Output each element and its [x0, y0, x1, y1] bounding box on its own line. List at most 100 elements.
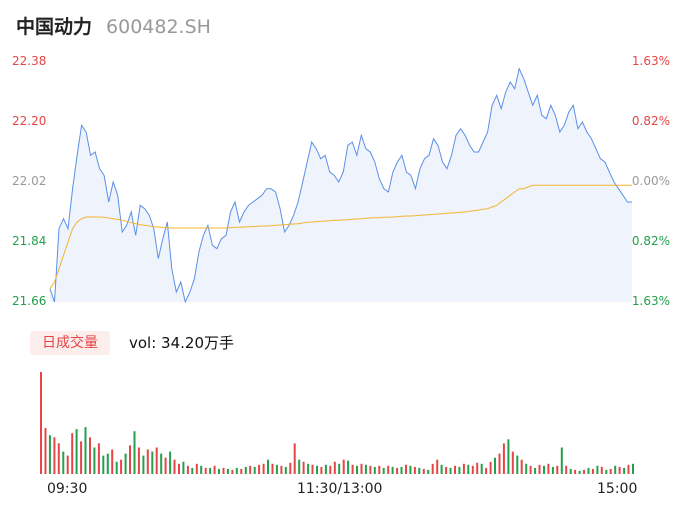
price-tick-label: 22.02 [12, 174, 47, 188]
volume-bar [80, 441, 83, 474]
volume-bar [556, 465, 559, 474]
volume-bar [409, 465, 412, 474]
volume-bar [498, 453, 501, 474]
volume-bar [596, 465, 599, 474]
percent-tick-label: -0.82% [627, 234, 670, 248]
volume-bar [538, 464, 541, 474]
volume-bar [200, 465, 203, 474]
volume-bar [560, 447, 563, 474]
avg-line [49, 184, 632, 289]
volume-bar [600, 466, 603, 474]
volume-bar [89, 437, 91, 474]
volume-bar [436, 459, 439, 474]
volume-bar [93, 447, 96, 474]
volume-bar [164, 457, 167, 474]
volume-bar [360, 463, 363, 474]
volume-bar [293, 443, 296, 474]
volume-bar [369, 465, 372, 474]
volume-bar [614, 465, 617, 474]
volume-bar [591, 468, 594, 474]
volume-bar [405, 464, 407, 474]
volume-bar [356, 465, 358, 474]
volume-bar [347, 460, 350, 474]
volume-bar [534, 467, 537, 474]
time-tick-label: 15:00 [597, 481, 638, 497]
volume-bar [280, 465, 283, 474]
volume-bar [106, 453, 109, 474]
volume-bar [284, 466, 287, 474]
volume-bar [329, 465, 332, 474]
volume-bar [111, 449, 114, 474]
volume-bar [253, 466, 256, 474]
volume-bar [160, 453, 163, 474]
volume-bar [75, 429, 78, 474]
stock-name: 中国动力 [16, 16, 93, 38]
volume-bar [623, 467, 626, 474]
volume-bar [169, 451, 172, 474]
volume-bar [244, 466, 247, 474]
volume-bar [124, 453, 127, 474]
volume-value: vol: 34.20万手 [129, 334, 234, 352]
volume-bar [494, 457, 496, 474]
volume-bar [320, 466, 323, 474]
volume-bar [151, 451, 154, 474]
volume-bar [186, 465, 189, 474]
volume-bar [62, 451, 65, 474]
price-tick-label: 21.84 [12, 234, 47, 248]
volume-bar [609, 468, 612, 474]
volume-bar [351, 464, 354, 474]
chart-header: 中国动力 600482.SH [16, 12, 211, 40]
volume-bar [249, 465, 252, 474]
volume-bar [191, 467, 194, 474]
percent-tick-label: 0.82% [631, 114, 670, 128]
volume-bar [289, 462, 292, 474]
volume-bar [97, 443, 100, 474]
volume-bar [578, 470, 581, 474]
volume-bar [422, 468, 425, 474]
volume-bar [142, 455, 145, 474]
volume-bar [333, 461, 336, 474]
time-tick-label: 11:30/13:00 [297, 481, 383, 497]
price-tick-label: 22.38 [12, 54, 47, 68]
volume-bar [84, 427, 87, 474]
volume-bar [583, 469, 585, 474]
volume-bar [565, 465, 568, 474]
volume-bar [458, 466, 461, 474]
volume-bar [618, 466, 621, 474]
volume-bar [480, 463, 483, 474]
volume-bar [133, 431, 136, 474]
volume-bar [427, 469, 430, 474]
volume-bar [489, 461, 492, 474]
volume-bar [209, 467, 212, 474]
volume-bar [316, 465, 318, 474]
volume-bar [66, 455, 69, 474]
volume-bar [396, 467, 399, 474]
volume-bar [115, 461, 118, 474]
volume-bar [511, 451, 514, 474]
volume-bar [418, 467, 421, 474]
volume-bar [137, 447, 140, 474]
volume-bar [40, 372, 42, 474]
volume-bar [275, 464, 278, 474]
volume-bar [413, 466, 416, 474]
volume-bar [240, 468, 243, 474]
time-tick-label: 09:30 [47, 481, 88, 497]
volume-bar [146, 449, 149, 474]
price-area [50, 68, 632, 302]
volume-bar [222, 467, 225, 474]
volume-bar [378, 465, 381, 474]
volume-bar [235, 467, 238, 474]
price-line [49, 67, 632, 304]
percent-tick-label: 1.63% [631, 54, 670, 68]
volume-bar [44, 428, 47, 474]
volume-bar [338, 463, 341, 474]
volume-tag[interactable]: 日成交量 [30, 331, 110, 355]
volume-bar [485, 467, 488, 474]
volume-bar [574, 469, 577, 474]
volume-bar [476, 462, 479, 474]
volume-bar [400, 466, 403, 474]
volume-bar [258, 464, 261, 474]
volume-bar [120, 459, 123, 474]
volume-bar [373, 466, 376, 474]
